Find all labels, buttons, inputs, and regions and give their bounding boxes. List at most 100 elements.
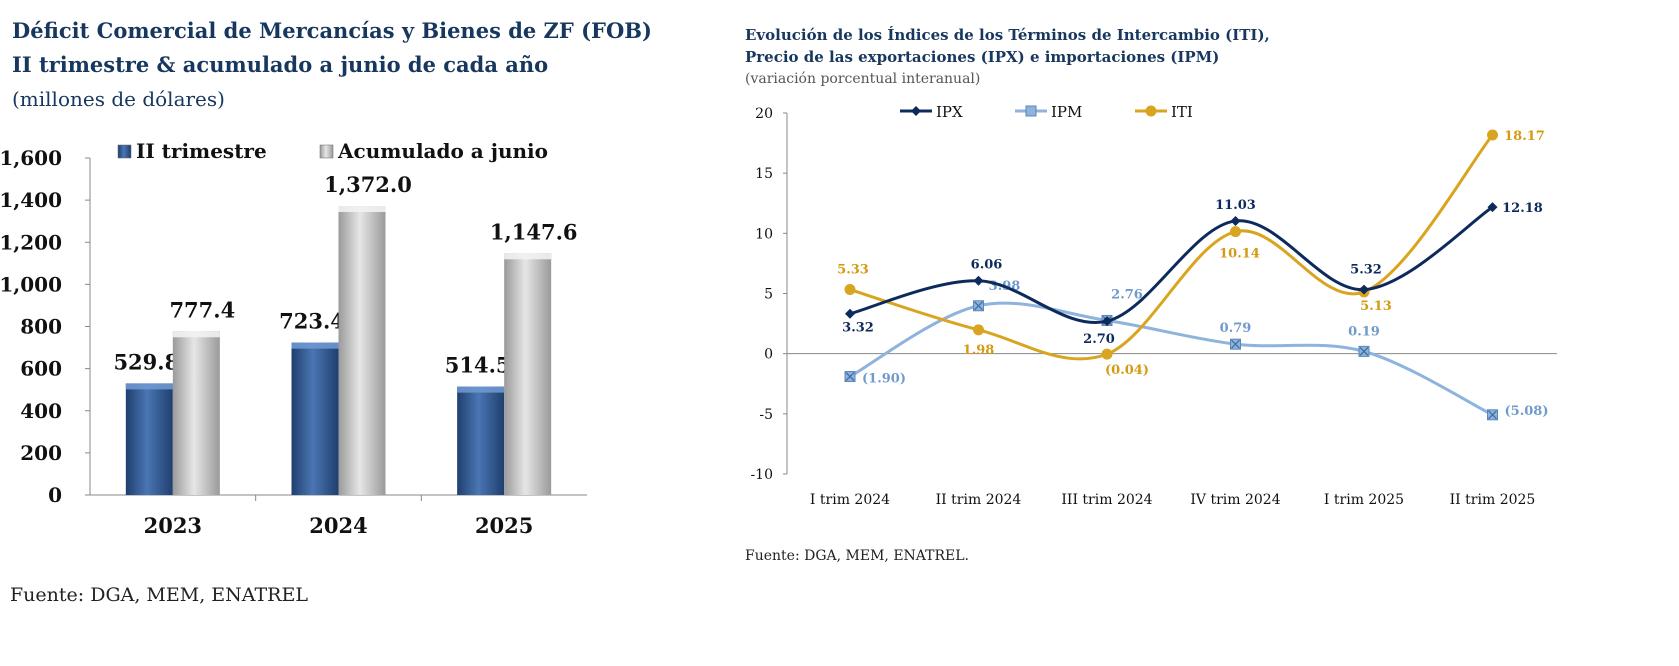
y-tick-label: 1,200 (0, 230, 62, 254)
bar (125, 383, 173, 495)
line-chart: -10 -5 0 5 10 15 20 I trim 2024 II trim 2024 III … (750, 103, 1557, 508)
ipm-marker-cross (1359, 346, 1369, 356)
line-data-label: 10.14 (1219, 247, 1260, 262)
series-line-ipx (849, 205, 1494, 324)
ipm-marker-cross (1488, 410, 1497, 420)
x-tick-label: III trim 2024 (1061, 492, 1152, 508)
legend-marker (1145, 105, 1157, 117)
line-data-label: 18.17 (1504, 129, 1545, 144)
bar-chart-title: Déficit Comercial de Mercancías y Bienes… (12, 18, 652, 43)
y-tick-label: 5 (764, 287, 773, 303)
line-chart-source: Fuente: DGA, MEM, ENATREL. (745, 548, 969, 564)
x-tick-label: I trim 2024 (810, 492, 890, 508)
iti-marker (1487, 129, 1498, 141)
legend-label: Acumulado a junio (337, 139, 548, 163)
legend-label: IPM (1051, 103, 1082, 121)
bar-top-bevel (504, 253, 552, 260)
x-tick-label: 2025 (475, 513, 533, 538)
x-tick-label: IV trim 2024 (1190, 492, 1280, 508)
x-tick-label: I trim 2025 (1324, 492, 1404, 508)
line-data-label: (5.08) (1505, 404, 1549, 419)
ipm-marker-cross (845, 372, 855, 381)
bar-data-label: 723.4 (279, 309, 345, 334)
iti-marker (844, 284, 856, 296)
ipx-marker (1487, 202, 1498, 213)
iti-marker (1230, 226, 1241, 238)
bar (172, 331, 220, 495)
y-tick-label: 15 (755, 166, 773, 182)
legend-label: ITI (1171, 103, 1193, 121)
line-chart-subtitle: (variación porcentual interanual) (745, 71, 981, 87)
legend-label: IPX (936, 103, 963, 121)
ipx-marker (973, 275, 984, 286)
x-tick-label: II trim 2025 (1450, 492, 1536, 508)
line-data-label: 11.03 (1215, 198, 1256, 213)
y-tick-label: 800 (20, 315, 62, 339)
bar (457, 386, 505, 495)
x-tick-label: II trim 2024 (936, 492, 1022, 508)
legend-marker (911, 106, 921, 116)
line-data-label: 2.76 (1111, 287, 1143, 302)
bar-top-bevel (457, 386, 505, 393)
legend-swatch (319, 144, 334, 159)
bar-data-label: 1,372.0 (324, 172, 412, 197)
y-tick-label: 10 (755, 226, 773, 242)
y-tick-label: 1,600 (0, 146, 62, 170)
legend-marker (1025, 105, 1037, 117)
bar-data-label: 514.5 (445, 353, 511, 378)
line-data-label: 6.06 (971, 258, 1003, 273)
line-data-label: 5.33 (837, 263, 869, 278)
y-tick-label: 600 (20, 357, 62, 381)
y-tick-label: 20 (755, 106, 773, 122)
legend-swatch (117, 144, 132, 159)
y-tick-label: 1,000 (0, 272, 62, 296)
bar (338, 206, 386, 495)
line-data-label: 12.18 (1502, 201, 1543, 216)
ipx-marker (1230, 215, 1241, 226)
series-line-iti (849, 134, 1494, 361)
line-chart-title-line2: Precio de las exportaciones (IPX) e impo… (745, 48, 1220, 66)
y-tick-label: 400 (20, 399, 62, 423)
y-tick-label: 0 (48, 483, 62, 507)
line-data-label: 3.32 (842, 321, 874, 336)
ipm-marker-cross (1231, 339, 1240, 349)
ipx-marker (845, 308, 855, 319)
bar-chart-source: Fuente: DGA, MEM, ENATREL (10, 584, 308, 606)
line-data-label: 5.32 (1350, 263, 1382, 278)
series-line-ipm (849, 301, 1494, 417)
bar-top-bevel (338, 206, 386, 213)
iti-marker (1101, 348, 1113, 360)
line-data-label: 0.19 (1348, 324, 1380, 339)
bar-top-bevel (172, 331, 220, 338)
ipx-marker (1102, 316, 1112, 327)
bar-data-label: 1,147.6 (490, 219, 578, 244)
line-data-label: (0.04) (1105, 363, 1149, 378)
bar-chart-subtitle: (millones de dólares) (12, 87, 225, 111)
y-tick-label: 1,400 (0, 188, 62, 212)
line-chart-title: Evolución de los Índices de los Términos… (745, 26, 1270, 44)
ipx-marker (1359, 284, 1369, 295)
bar-chart-title-line2: II trimestre & acumulado a junio de cada… (12, 52, 549, 77)
bar-data-label: 777.4 (169, 297, 235, 322)
line-data-label: 0.79 (1220, 321, 1252, 336)
ipm-marker-cross (974, 301, 983, 311)
line-data-label: 1.98 (963, 343, 995, 358)
bar-chart: 0 200 400 600 800 1,000 1,200 1,400 1,600 2023 529… (0, 139, 587, 538)
y-tick-label: -5 (759, 407, 773, 423)
bar (504, 253, 552, 495)
iti-marker (973, 324, 984, 336)
y-tick-label: 0 (764, 347, 773, 363)
line-data-label: (1.90) (862, 372, 906, 387)
bar (291, 342, 339, 495)
bar-top-bevel (125, 383, 173, 390)
bar-data-label: 529.8 (113, 349, 179, 374)
x-tick-label: 2024 (309, 513, 367, 538)
legend-label: II trimestre (136, 139, 267, 163)
line-chart-panel: Evolución de los Índices de los Términos… (745, 0, 1679, 666)
x-tick-label: 2023 (144, 513, 202, 538)
y-tick-label: -10 (750, 467, 773, 483)
bar-top-bevel (291, 342, 339, 349)
line-data-label: 2.70 (1083, 332, 1115, 347)
line-data-label: 5.13 (1360, 299, 1392, 314)
y-tick-label: 200 (20, 441, 62, 465)
